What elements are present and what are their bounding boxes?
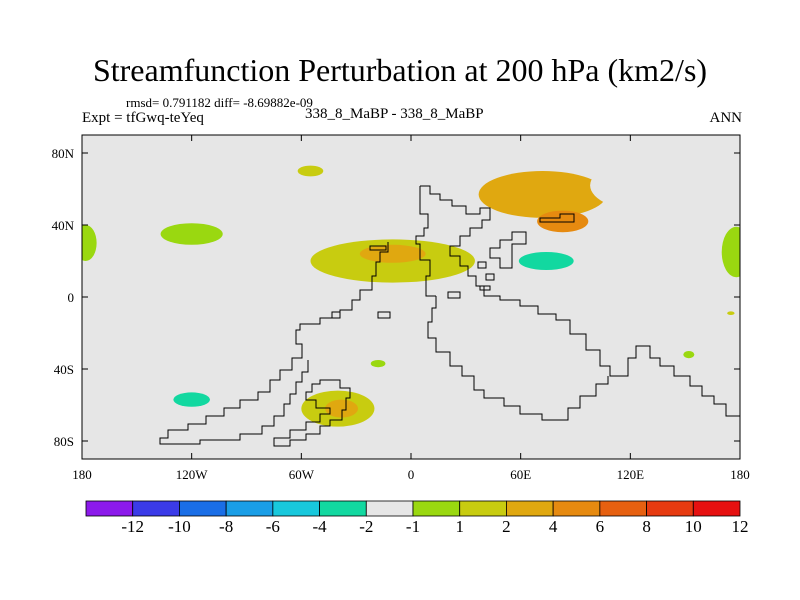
colorbar-swatch bbox=[85, 500, 134, 517]
region-pacific-east-arm bbox=[637, 192, 689, 258]
colorbar-label: -4 bbox=[312, 517, 327, 536]
colorbar-label: 8 bbox=[642, 517, 651, 536]
coastline-africa-eurasia bbox=[420, 185, 740, 417]
coastline-south-america bbox=[273, 379, 351, 447]
region-pacific-northeast-arm bbox=[590, 158, 715, 213]
colorbar-swatch bbox=[412, 500, 461, 517]
colorbar-swatch bbox=[459, 500, 507, 517]
x-tick-label: 180 bbox=[730, 467, 750, 482]
region-small-high-east bbox=[727, 311, 735, 316]
region-south-atlantic-high-core bbox=[325, 399, 358, 418]
colorbar-swatch bbox=[179, 500, 227, 517]
colorbar: -12 -10 -8 -6 -4 -2 -1 1 2 4 6 8 10 12 bbox=[85, 500, 749, 536]
colorbar-label: 10 bbox=[685, 517, 702, 536]
colorbar-label: 2 bbox=[502, 517, 511, 536]
region-atlantic-high-core bbox=[359, 244, 426, 263]
x-tick-label: 120E bbox=[617, 467, 645, 482]
colorbar-swatch bbox=[506, 500, 554, 517]
region-subtropical-small-low bbox=[370, 360, 386, 368]
colorbar-label: -8 bbox=[219, 517, 233, 536]
rmsd-stats: rmsd= 0.791182 diff= -8.69882e-09 bbox=[126, 95, 313, 110]
colorbar-swatch bbox=[599, 500, 647, 517]
colorbar-swatch bbox=[646, 500, 694, 517]
y-tick-label: 80N bbox=[52, 146, 75, 161]
colorbar-label: -1 bbox=[406, 517, 420, 536]
y-tick-label: 80S bbox=[54, 434, 74, 449]
region-india-low-core bbox=[518, 252, 574, 270]
colorbar-label: -6 bbox=[266, 517, 280, 536]
colorbar-label: -10 bbox=[168, 517, 191, 536]
colorbar-swatch bbox=[365, 500, 414, 517]
colorbar-swatch bbox=[272, 500, 320, 517]
coastline-europe bbox=[415, 186, 436, 297]
colorbar-label: -12 bbox=[121, 517, 144, 536]
region-dateline-low bbox=[82, 225, 97, 261]
y-tick-label: 40N bbox=[52, 218, 75, 233]
colorbar-swatch bbox=[132, 500, 180, 517]
x-tick-label: 120W bbox=[176, 467, 209, 482]
colorbar-swatch bbox=[319, 500, 367, 517]
y-tick-label: 0 bbox=[68, 290, 75, 305]
x-tick-label: 180 bbox=[72, 467, 92, 482]
x-tick-label: 60E bbox=[510, 467, 531, 482]
season-label: ANN bbox=[709, 110, 743, 126]
region-south-pacific-low-core bbox=[173, 392, 210, 407]
region-pacific-north-high bbox=[478, 171, 607, 218]
colorbar-swatch bbox=[552, 500, 601, 517]
region-pacific-south-small-low bbox=[683, 351, 695, 359]
x-tick-label: 0 bbox=[408, 467, 415, 482]
y-tick-label: 40S bbox=[54, 362, 74, 377]
experiment-label: Expt = tfGwq-teYeq bbox=[82, 110, 204, 126]
region-arctic-small-high bbox=[297, 165, 324, 177]
colorbar-swatch bbox=[225, 500, 274, 517]
chart-title: Streamfunction Perturbation at 200 hPa (… bbox=[92, 52, 708, 88]
coastline-asia-box bbox=[539, 213, 575, 223]
x-tick-label: 60W bbox=[289, 467, 315, 482]
colorbar-label: 6 bbox=[596, 517, 605, 536]
colorbar-label: 1 bbox=[455, 517, 464, 536]
coastline-north-america-inner bbox=[369, 245, 387, 251]
coastline-asia-inner bbox=[489, 231, 527, 269]
case-label: 338_8_MaBP - 338_8_MaBP bbox=[305, 106, 484, 122]
colorbar-label: 12 bbox=[732, 517, 749, 536]
region-nw-pacific-low bbox=[160, 223, 223, 245]
colorbar-label: -2 bbox=[359, 517, 373, 536]
coastline-islands bbox=[331, 261, 495, 319]
colorbar-label: 4 bbox=[549, 517, 558, 536]
region-pacific-north-core bbox=[537, 210, 589, 233]
region-east-pacific-edge-low bbox=[721, 226, 740, 278]
coastline-sub-africa bbox=[427, 296, 609, 421]
colorbar-swatch bbox=[692, 500, 741, 517]
coastline bbox=[159, 185, 740, 447]
axes: 180 120W 60W 0 60E 120E 180 80N 40N 0 40S 80S bbox=[52, 135, 750, 482]
coastline-americas bbox=[159, 242, 389, 445]
contour-regions bbox=[82, 158, 740, 427]
